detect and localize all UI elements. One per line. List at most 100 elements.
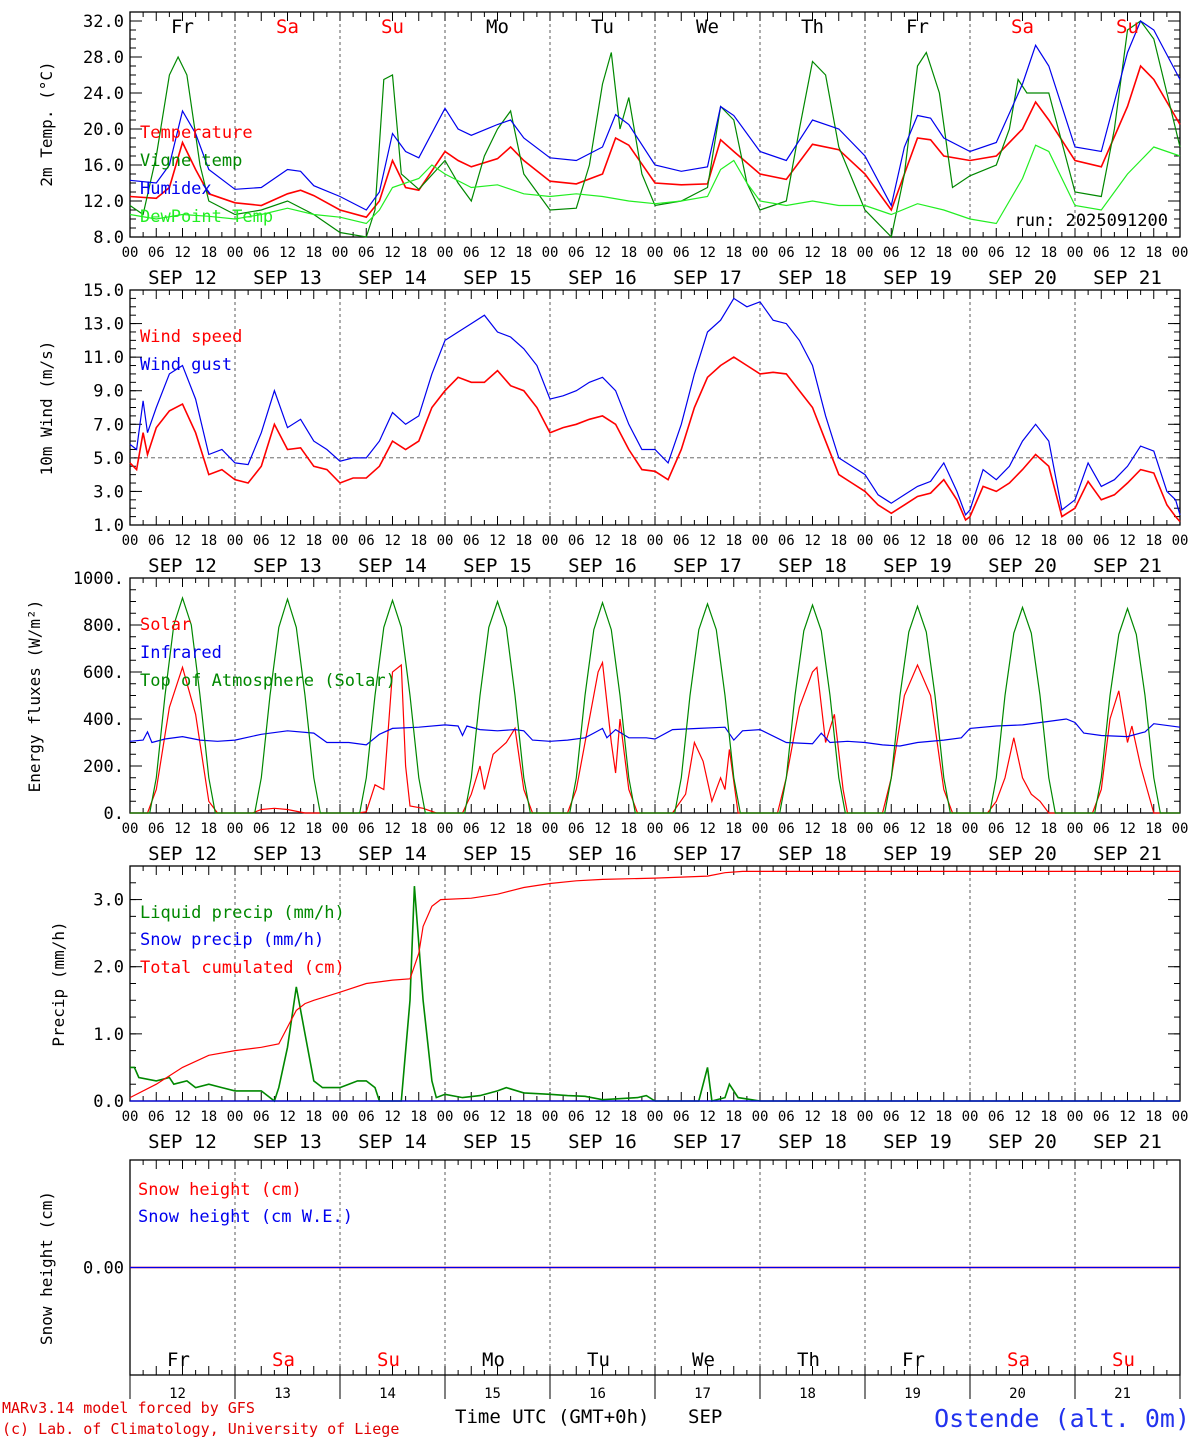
series-line-2 — [129, 20, 1181, 239]
chart-panels: 8.0 12.0 16.0 20.0 24.0 28.0 32.0 2m Temp. (°C)… — [25, 11, 1188, 1402]
hour-tick-label: 12 — [699, 533, 716, 549]
hour-tick-label: 06 — [358, 245, 375, 261]
hour-tick-label: 00 — [1067, 245, 1084, 261]
y-tick-label: 28.0 — [83, 48, 124, 68]
date-label: SEP 14 — [358, 267, 427, 289]
hour-tick-label: 18 — [515, 533, 532, 549]
hour-tick-label: 06 — [673, 1109, 690, 1125]
station-name: Ostende (alt. 0m) — [934, 1404, 1190, 1433]
hour-tick-label: 00 — [332, 245, 349, 261]
weekday-label: Mo — [482, 1349, 505, 1371]
legend-entry: Liquid precip (mm/h) — [140, 903, 345, 923]
hour-tick-label: 06 — [253, 245, 270, 261]
date-label: SEP 20 — [988, 1131, 1057, 1153]
legend-entry: Wind speed — [140, 327, 242, 347]
hour-tick-label: 06 — [463, 533, 480, 549]
hour-tick-label: 06 — [1093, 245, 1110, 261]
y-tick-label: 16.0 — [83, 156, 124, 176]
hour-tick-label: 06 — [358, 533, 375, 549]
y-tick-label: 13.0 — [83, 315, 124, 335]
hour-tick-label: 12 — [384, 1109, 401, 1125]
hour-tick-label: 06 — [988, 245, 1005, 261]
hour-tick-label: 06 — [988, 1109, 1005, 1125]
hour-tick-label: 18 — [410, 1109, 427, 1125]
weekday-label: Tu — [591, 16, 614, 38]
weekday-label: Tu — [587, 1349, 610, 1371]
weekday-label: Sa — [276, 16, 299, 38]
hour-tick-label: 06 — [253, 821, 270, 837]
date-label: SEP 17 — [673, 843, 742, 865]
hour-tick-label: 00 — [647, 821, 664, 837]
y-tick-label: 24.0 — [83, 84, 124, 104]
hour-tick-label: 12 — [804, 533, 821, 549]
hour-tick-label: 00 — [122, 533, 139, 549]
date-label: SEP 16 — [568, 1131, 637, 1153]
date-label: SEP 18 — [778, 267, 847, 289]
date-label: SEP 20 — [988, 555, 1057, 577]
legend-entry: Wind gust — [140, 355, 232, 375]
legend-entry: Temperature — [140, 123, 253, 143]
date-label: SEP 13 — [253, 843, 322, 865]
hour-tick-label: 12 — [489, 1109, 506, 1125]
hour-tick-label: 18 — [410, 821, 427, 837]
y-tick-label: 0.0 — [93, 1092, 124, 1112]
date-label: SEP 12 — [148, 267, 217, 289]
date-label: SEP 13 — [253, 1131, 322, 1153]
hour-tick-label: 06 — [778, 533, 795, 549]
hour-tick-label: 12 — [804, 821, 821, 837]
date-label: SEP 15 — [463, 555, 532, 577]
hour-tick-label: 06 — [148, 1109, 165, 1125]
hour-tick-label: 18 — [305, 1109, 322, 1125]
weekday-label: Fr — [906, 16, 929, 38]
hour-tick-label: 00 — [752, 821, 769, 837]
hour-tick-label: 12 — [279, 533, 296, 549]
hour-tick-label: 00 — [857, 533, 874, 549]
hour-tick-label: 12 — [909, 245, 926, 261]
hour-tick-label: 00 — [227, 533, 244, 549]
date-label: SEP 14 — [358, 1131, 427, 1153]
y-tick-label: 1000. — [73, 569, 124, 589]
hour-tick-label: 12 — [804, 1109, 821, 1125]
hour-tick-label: 12 — [489, 533, 506, 549]
hour-tick-label: 06 — [568, 821, 585, 837]
series-line-3 — [129, 20, 1181, 211]
day-number: 15 — [484, 1386, 501, 1402]
y-tick-label: 9.0 — [93, 382, 124, 402]
panel-5: 0.00 Snow height (cm) Snow height (cm) Snow… — [37, 1159, 1181, 1402]
copyright-credit: (c) Lab. of Climatology, University of L… — [2, 1420, 399, 1438]
date-label: SEP 20 — [988, 267, 1057, 289]
date-label: SEP 12 — [148, 843, 217, 865]
hour-tick-label: 12 — [804, 245, 821, 261]
date-label: SEP 21 — [1093, 843, 1162, 865]
hour-tick-label: 12 — [1119, 245, 1136, 261]
hour-tick-label: 18 — [830, 821, 847, 837]
hour-tick-label: 06 — [568, 533, 585, 549]
hour-tick-label: 18 — [830, 1109, 847, 1125]
hour-tick-label: 18 — [620, 533, 637, 549]
hour-tick-label: 18 — [1040, 245, 1057, 261]
month-label: SEP — [688, 1406, 722, 1428]
hour-tick-label: 00 — [752, 533, 769, 549]
date-label: SEP 19 — [883, 1131, 952, 1153]
hour-tick-label: 06 — [778, 1109, 795, 1125]
legend-entry: Snow precip (mm/h) — [140, 930, 324, 950]
hour-tick-label: 12 — [1119, 1109, 1136, 1125]
hour-tick-label: 18 — [935, 245, 952, 261]
date-label: SEP 16 — [568, 843, 637, 865]
legend-entry: Vigne temp — [140, 151, 242, 171]
hour-tick-label: 18 — [410, 245, 427, 261]
hour-tick-label: 00 — [857, 245, 874, 261]
date-label: SEP 21 — [1093, 1131, 1162, 1153]
hour-tick-label: 18 — [305, 245, 322, 261]
date-label: SEP 15 — [463, 843, 532, 865]
y-tick-label: 15.0 — [83, 281, 124, 301]
hour-tick-label: 12 — [594, 821, 611, 837]
hour-tick-label: 06 — [358, 821, 375, 837]
weekday-label: Fr — [902, 1349, 925, 1371]
hour-tick-label: 06 — [778, 821, 795, 837]
day-number: 16 — [589, 1386, 606, 1402]
date-label: SEP 19 — [883, 555, 952, 577]
hour-tick-label: 12 — [384, 533, 401, 549]
y-axis-label: Snow height (cm) — [37, 1191, 56, 1345]
date-label: SEP 17 — [673, 267, 742, 289]
